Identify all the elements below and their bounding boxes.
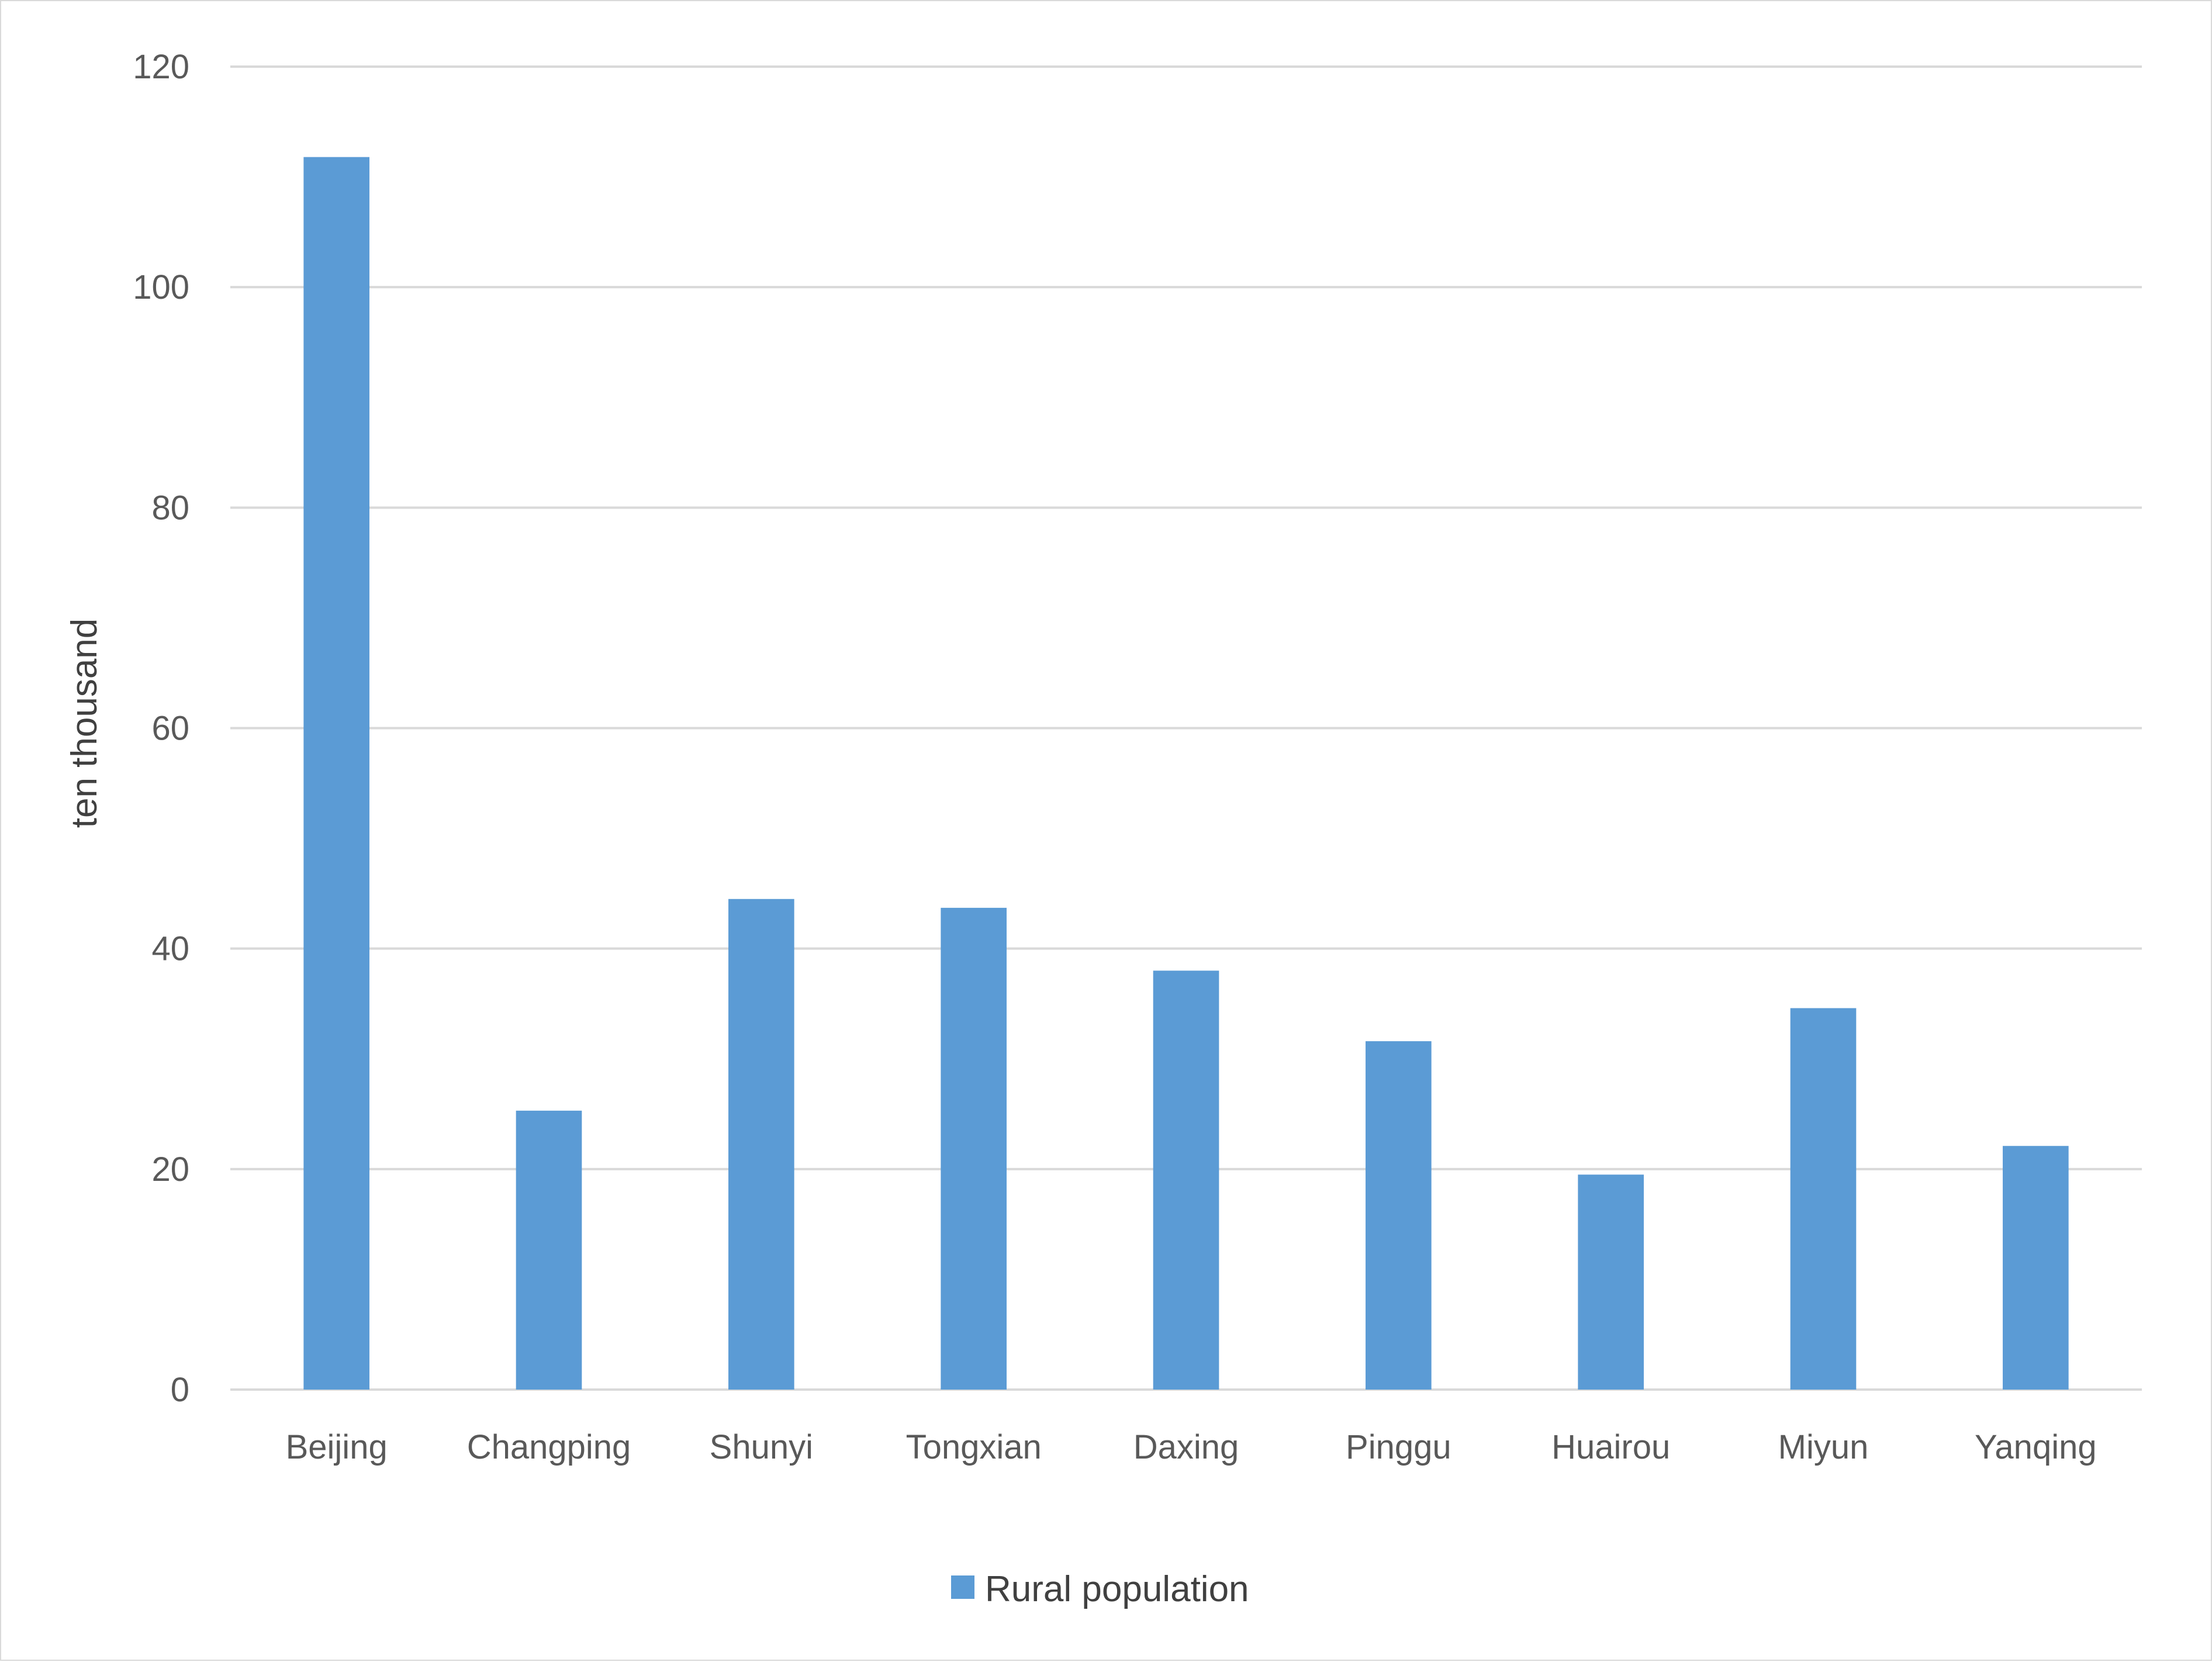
bars [303, 157, 2069, 1390]
x-tick-label: Daxing [1133, 1428, 1239, 1466]
legend-swatch [951, 1575, 974, 1599]
x-tick-label: Pinggu [1346, 1428, 1451, 1466]
legend: Rural population [951, 1569, 1249, 1609]
y-tick-labels: 0 20 40 60 80 100 120 [133, 48, 189, 1409]
legend-label: Rural population [985, 1569, 1249, 1609]
x-tick-label: Miyun [1778, 1428, 1869, 1466]
y-tick-label: 20 [151, 1150, 189, 1188]
bar-daxing [1153, 970, 1219, 1390]
y-axis-title: ten thousand [64, 619, 105, 828]
x-tick-label: Tongxian [906, 1428, 1042, 1466]
x-tick-label: Yanqing [1975, 1428, 2097, 1466]
y-tick-label: 120 [133, 48, 189, 86]
bar-tongxian [941, 907, 1007, 1390]
bar-huairou [1578, 1174, 1644, 1390]
bar-shunyi [728, 899, 794, 1390]
bar-yanqing [2003, 1146, 2069, 1390]
bar-miyun [1790, 1008, 1857, 1390]
x-tick-labels: Beijing Changping Shunyi Tongxian Daxing Ping… [286, 1428, 2097, 1466]
y-tick-label: 80 [151, 489, 189, 527]
x-tick-label: Changping [467, 1428, 631, 1466]
x-tick-label: Shunyi [710, 1428, 813, 1466]
bar-changping [516, 1110, 582, 1390]
y-tick-label: 0 [171, 1371, 189, 1409]
y-tick-label: 100 [133, 268, 189, 306]
y-tick-label: 60 [151, 710, 189, 748]
bar-pinggu [1366, 1041, 1432, 1390]
x-tick-label: Beijing [286, 1428, 388, 1466]
y-tick-label: 40 [151, 930, 189, 968]
x-tick-label: Huairou [1551, 1428, 1670, 1466]
bar-beijing [303, 157, 369, 1390]
